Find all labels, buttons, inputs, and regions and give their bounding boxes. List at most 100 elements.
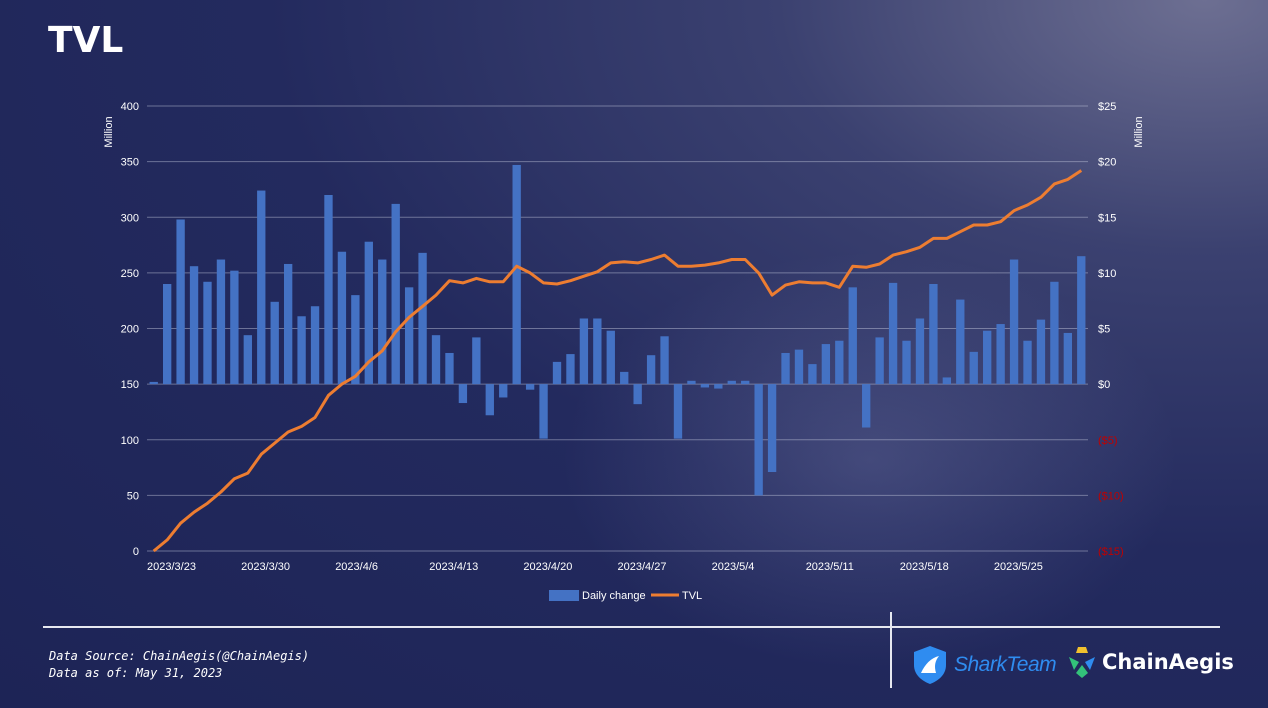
daily-change-bar — [216, 259, 226, 385]
data-source-note: Data Source: ChainAegis(@ChainAegis) Dat… — [49, 648, 309, 682]
right-tick-label: ($5) — [1098, 435, 1118, 447]
daily-change-bar — [176, 219, 185, 385]
daily-change-bar — [593, 318, 602, 385]
daily-change-bar — [431, 335, 441, 385]
x-tick-label: 2023/5/11 — [806, 561, 854, 573]
daily-change-bar — [297, 316, 306, 385]
daily-change-bar — [646, 355, 656, 385]
right-tick-label: $5 — [1098, 324, 1110, 336]
daily-change-bar — [902, 340, 911, 385]
sharkteam-logo: SharkTeam — [912, 645, 1057, 685]
left-tick-label: 50 — [127, 490, 139, 502]
daily-change-bar — [714, 384, 723, 389]
right-tick-label: $0 — [1098, 379, 1110, 391]
daily-change-bar — [915, 318, 925, 385]
daily-change-bar — [472, 337, 481, 385]
daily-change-bar — [969, 351, 978, 385]
left-tick-label: 300 — [121, 212, 139, 224]
daily-change-bar — [700, 384, 710, 388]
x-tick-label: 2023/3/23 — [147, 561, 196, 573]
daily-change-bar — [337, 251, 347, 385]
daily-change-bar — [310, 306, 320, 385]
daily-change-bar — [1077, 256, 1086, 385]
daily-change-bar — [942, 377, 952, 385]
daily-change-bar — [1009, 259, 1019, 385]
left-tick-label: 400 — [121, 101, 139, 113]
daily-change-bar — [727, 380, 736, 385]
left-tick-label: 200 — [121, 324, 139, 336]
daily-change-bar — [767, 384, 777, 473]
chainaegis-logo: ChainAegis — [1068, 645, 1234, 679]
left-tick-label: 100 — [121, 435, 139, 447]
date-line: Data as of: May 31, 2023 — [49, 666, 223, 680]
daily-change-bar — [203, 281, 212, 385]
shield-icon — [914, 646, 946, 684]
x-tick-label: 2023/4/20 — [523, 561, 572, 573]
daily-change-bar — [929, 284, 938, 385]
daily-change-bar — [525, 384, 535, 390]
daily-change-bar — [673, 384, 683, 439]
daily-change-bar — [485, 384, 494, 416]
daily-change-bar — [687, 380, 696, 385]
right-tick-label: ($15) — [1098, 546, 1124, 558]
daily-change-bar — [633, 384, 642, 405]
daily-change-bar — [875, 337, 884, 385]
tvl-line — [152, 169, 1083, 553]
daily-change-bar — [1063, 332, 1073, 385]
x-tick-label: 2023/3/30 — [241, 561, 290, 573]
x-tick-label: 2023/5/18 — [900, 561, 949, 573]
footer-vertical-divider — [890, 612, 892, 688]
legend: Daily change TVL — [549, 590, 702, 602]
x-tick-label: 2023/4/6 — [335, 561, 378, 573]
daily-change-bar — [364, 241, 373, 385]
left-tick-label: 0 — [133, 546, 139, 558]
right-tick-label: $20 — [1098, 157, 1116, 169]
right-tick-label: $25 — [1098, 101, 1116, 113]
daily-change-bar — [781, 352, 790, 385]
sharkteam-wordmark: SharkTeam — [954, 653, 1057, 676]
x-tick-label: 2023/5/25 — [994, 561, 1043, 573]
daily-change-bar — [499, 384, 508, 398]
daily-change-bar — [983, 330, 992, 385]
daily-change-bar — [552, 361, 562, 385]
daily-change-bar — [445, 352, 454, 385]
daily-change-bar — [378, 259, 387, 385]
daily-change-bar — [351, 295, 360, 385]
footer-divider — [43, 626, 1220, 628]
legend-bar-swatch — [549, 590, 579, 601]
daily-change-bar — [1023, 340, 1032, 385]
daily-change-bar — [149, 381, 158, 385]
right-tick-label: $10 — [1098, 268, 1116, 280]
daily-change-bar — [888, 282, 898, 385]
daily-change-bar — [821, 344, 831, 385]
daily-change-bar — [741, 380, 750, 385]
daily-change-bar — [620, 371, 629, 385]
chainaegis-icon — [1069, 647, 1095, 678]
daily-change-bar — [835, 340, 844, 385]
daily-change-bar — [283, 263, 293, 385]
daily-change-bar — [606, 330, 615, 385]
chainaegis-wordmark: ChainAegis — [1102, 650, 1234, 674]
daily-change-bar — [996, 324, 1005, 385]
daily-change-bar — [1036, 319, 1046, 385]
x-tick-label: 2023/4/13 — [429, 561, 478, 573]
left-axis-ticks: 400 350 300 250 200 150 100 50 0 — [121, 101, 139, 558]
daily-change-bar — [1050, 281, 1059, 385]
right-tick-label: ($10) — [1098, 490, 1124, 502]
left-tick-label: 150 — [121, 379, 139, 391]
page-title: TVL — [48, 20, 124, 61]
daily-change-bar — [848, 287, 857, 385]
left-tick-label: 350 — [121, 157, 139, 169]
daily-change-bar — [579, 318, 589, 385]
left-tick-label: 250 — [121, 268, 139, 280]
daily-change-bar — [458, 384, 468, 404]
right-axis-title: Million — [1133, 116, 1145, 147]
daily-change-bar — [956, 299, 965, 385]
daily-change-bar — [270, 301, 279, 385]
tvl-chart: 400 350 300 250 200 150 100 50 0 $25 $20 $15 $10 $5 $… — [103, 101, 1145, 602]
x-axis-ticks: 2023/3/23 2023/3/30 2023/4/6 2023/4/13 2023/… — [147, 561, 1043, 573]
right-tick-label: $15 — [1098, 212, 1116, 224]
daily-change-bar — [324, 195, 333, 385]
daily-change-bar — [754, 384, 763, 496]
left-axis-title: Million — [103, 116, 115, 147]
